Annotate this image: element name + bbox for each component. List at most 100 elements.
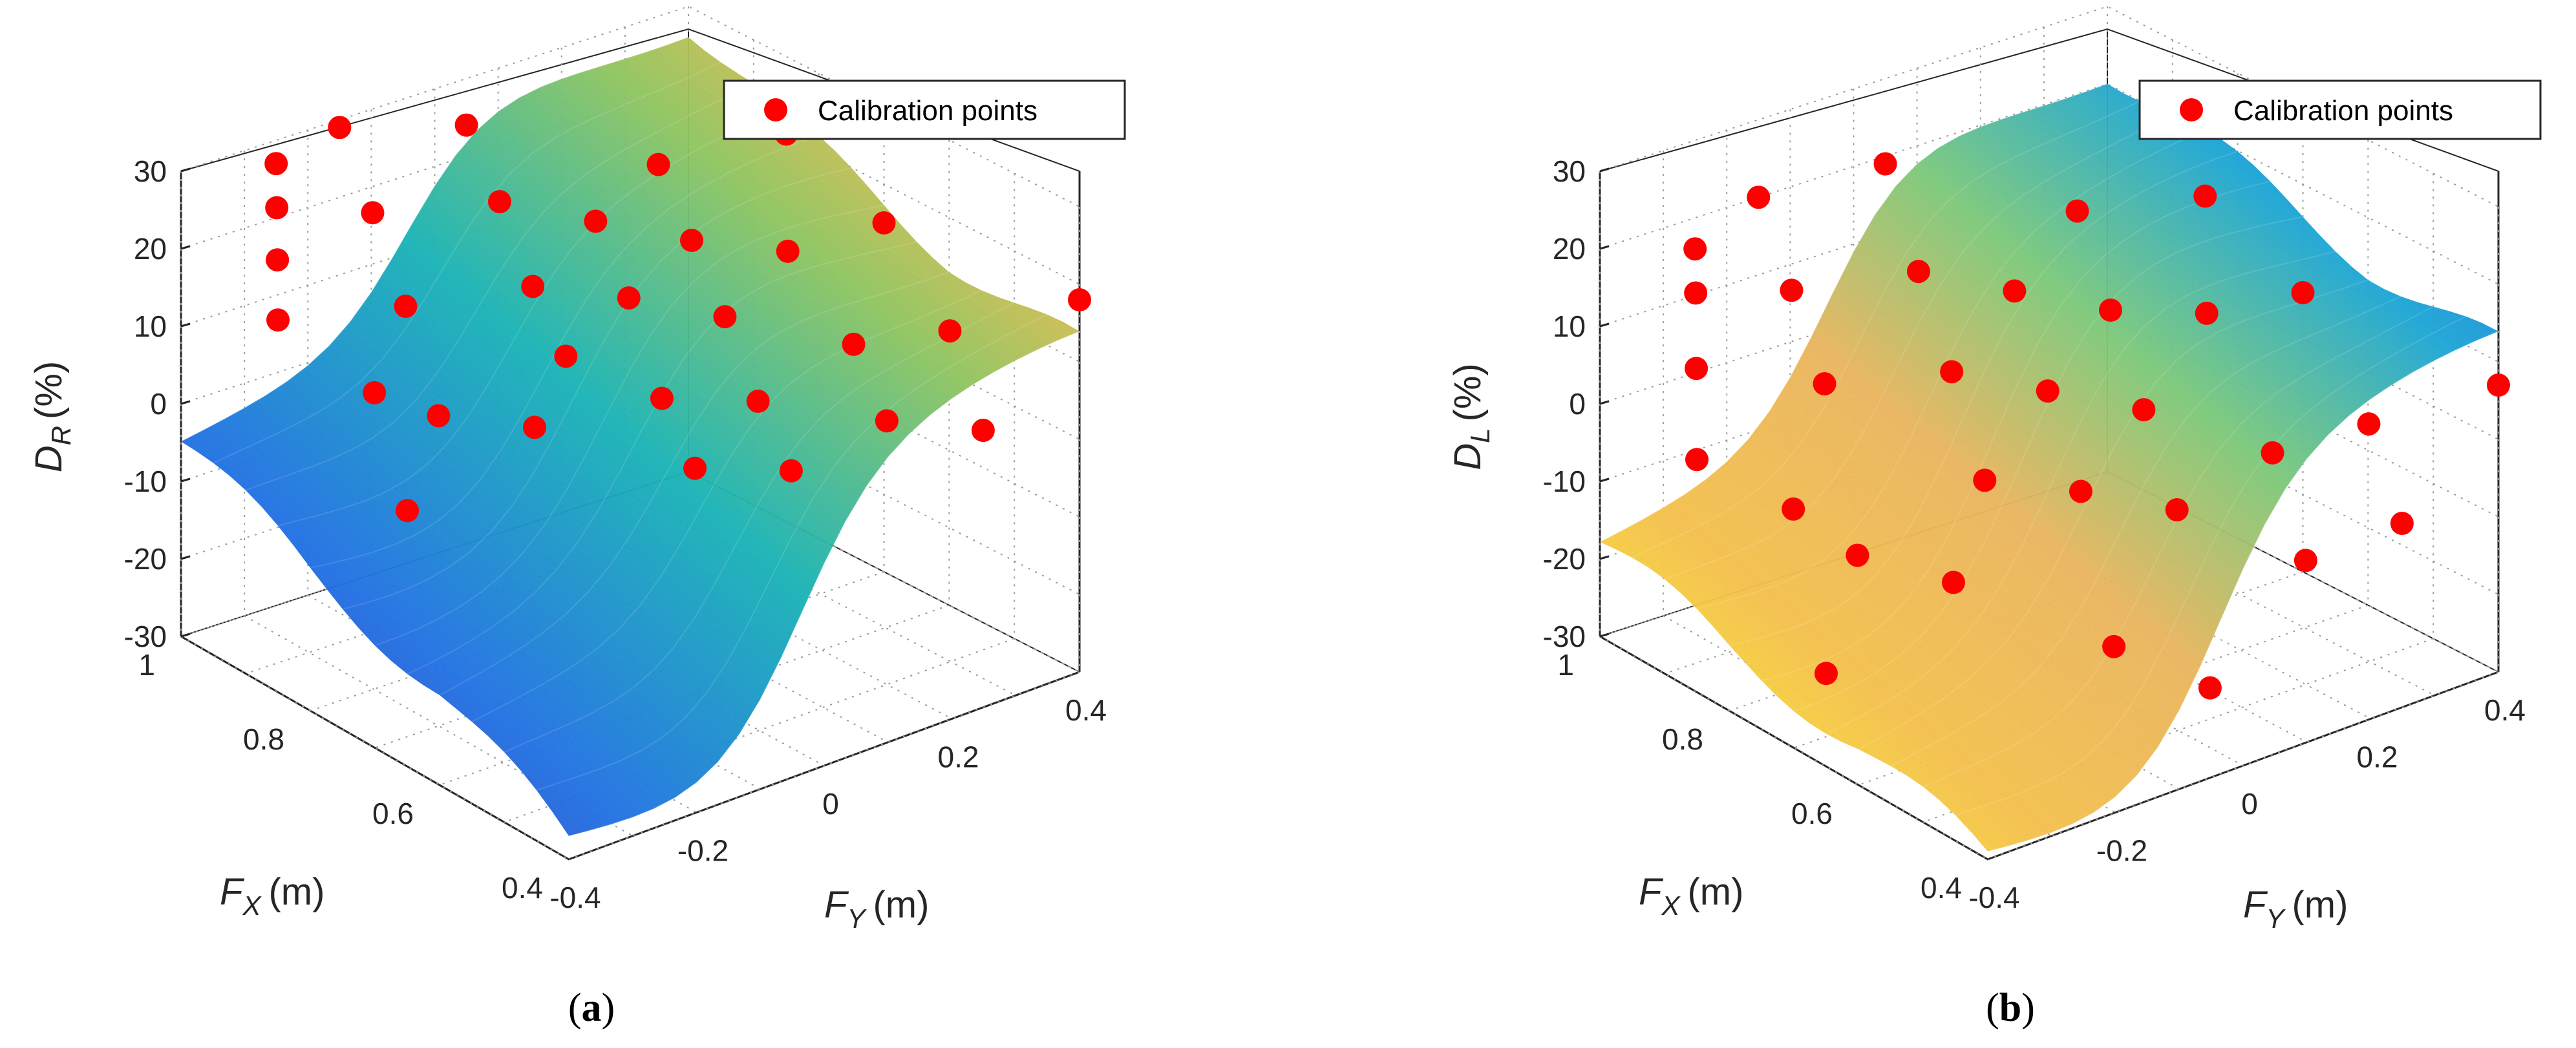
y-tick-label: 0 [2241, 787, 2258, 821]
calibration-point [394, 295, 418, 318]
x-ticks: 1 0.8 0.6 0.4 [138, 648, 543, 905]
y-tick-label: -0.4 [549, 881, 601, 914]
calibration-point [2357, 412, 2381, 436]
x-tick-label: 0.4 [502, 871, 543, 905]
calibration-point [2195, 301, 2219, 325]
calibration-point [779, 459, 803, 483]
legend: Calibration points [723, 79, 1126, 140]
calibration-point [776, 239, 800, 263]
y-tick-label: -0.2 [2096, 834, 2147, 868]
surface [1599, 83, 2499, 852]
calibration-point [554, 344, 578, 368]
surface-contour [1955, 315, 2467, 816]
surface-patch [181, 37, 1080, 836]
calibration-point [584, 209, 608, 233]
calibration-point [266, 308, 290, 332]
calibration-point [1815, 662, 1838, 686]
calibration-points [1683, 152, 2510, 700]
x-axis-label: FX (m) [1639, 871, 1743, 921]
calibration-point [1940, 360, 1964, 384]
y-tick-label: 0.2 [938, 740, 979, 774]
calibration-point [2165, 498, 2189, 522]
calibration-point [872, 211, 896, 235]
y-ticks: -0.4 -0.2 0 0.2 0.4 [1968, 693, 2526, 914]
y-axis-label: FY (m) [2243, 884, 2348, 934]
x-tick-label: 0.8 [1662, 722, 1703, 756]
x-axis-label: FX (m) [220, 871, 325, 921]
z-tick-label: 20 [134, 232, 167, 266]
calibration-point [1846, 543, 1869, 567]
z-axis-label: DL(%) [1447, 363, 1495, 470]
calibration-point [1683, 237, 1707, 261]
calibration-point [971, 419, 995, 443]
calibration-point [746, 390, 770, 414]
calibration-point [1906, 260, 1930, 284]
calibration-point [363, 381, 387, 404]
x-tick-label: 0.6 [372, 797, 414, 830]
z-tick-label: 10 [134, 309, 167, 343]
z-ticks: 30 20 10 0 -10 -20 -30 [124, 154, 191, 653]
surface [180, 36, 1080, 837]
calibration-point [265, 196, 289, 220]
z-tick-label: -20 [124, 542, 167, 576]
calibration-point [683, 456, 707, 480]
surface-contour [310, 135, 819, 569]
calibration-point [2487, 373, 2510, 397]
calibration-point [522, 415, 546, 439]
calibration-point [1068, 288, 1091, 311]
calibration-point [1684, 281, 1708, 305]
y-tick-label: 0.4 [1065, 693, 1107, 727]
z-tick-label: 30 [1553, 154, 1586, 188]
legend-label: Calibration points [2233, 95, 2453, 127]
surface-contour [213, 61, 721, 464]
calibration-point [2198, 676, 2222, 700]
surface-contour [1987, 330, 2499, 852]
calibration-point [2099, 299, 2122, 322]
z-tick-label: -10 [1543, 465, 1586, 498]
calibration-point [713, 305, 737, 329]
legend-box [723, 79, 1126, 140]
surface-contour [1664, 114, 2173, 580]
surface-contour [1826, 251, 2336, 735]
calibration-point [2390, 512, 2414, 536]
calibration-point [521, 275, 545, 299]
calibration-point [1782, 497, 1805, 521]
calibration-point [2291, 281, 2315, 304]
surface-contour [1599, 83, 2108, 543]
legend-marker [764, 98, 787, 121]
surface-contour [1761, 180, 2271, 682]
x-tick-label: 1 [138, 648, 155, 682]
calibration-point [264, 152, 288, 176]
calibration-point [328, 116, 352, 140]
calibration-point [680, 229, 703, 252]
calibration-point [1873, 152, 1897, 176]
legend-label: Calibration points [818, 95, 1038, 127]
x-tick-label: 0.8 [243, 722, 284, 756]
calibration-point [875, 409, 899, 433]
surface-contour [180, 36, 689, 443]
calibration-point [1685, 448, 1708, 472]
calibration-point [1941, 571, 1965, 594]
calibration-point [1747, 185, 1771, 209]
z-tick-label: 30 [134, 154, 167, 188]
z-tick-label: -30 [124, 620, 167, 653]
surface-patch [1600, 83, 2498, 852]
calibration-point [2193, 184, 2217, 208]
calibration-point [2294, 549, 2317, 572]
calibration-point [650, 386, 674, 410]
surface-contour [374, 204, 884, 647]
surface-contour [504, 302, 1015, 753]
calibration-point [427, 404, 451, 428]
x-tick-label: 1 [1557, 648, 1574, 682]
surface-contour [1696, 129, 2206, 610]
surface-contour [1890, 295, 2401, 767]
surface-contour [1858, 279, 2368, 750]
calibration-point [2261, 441, 2284, 465]
surface-contour [277, 105, 787, 527]
calibration-point [1685, 357, 1708, 381]
z-tick-label: -20 [1543, 542, 1586, 576]
y-axis-label: FY (m) [824, 884, 929, 934]
z-tick-label: 10 [1553, 309, 1586, 343]
